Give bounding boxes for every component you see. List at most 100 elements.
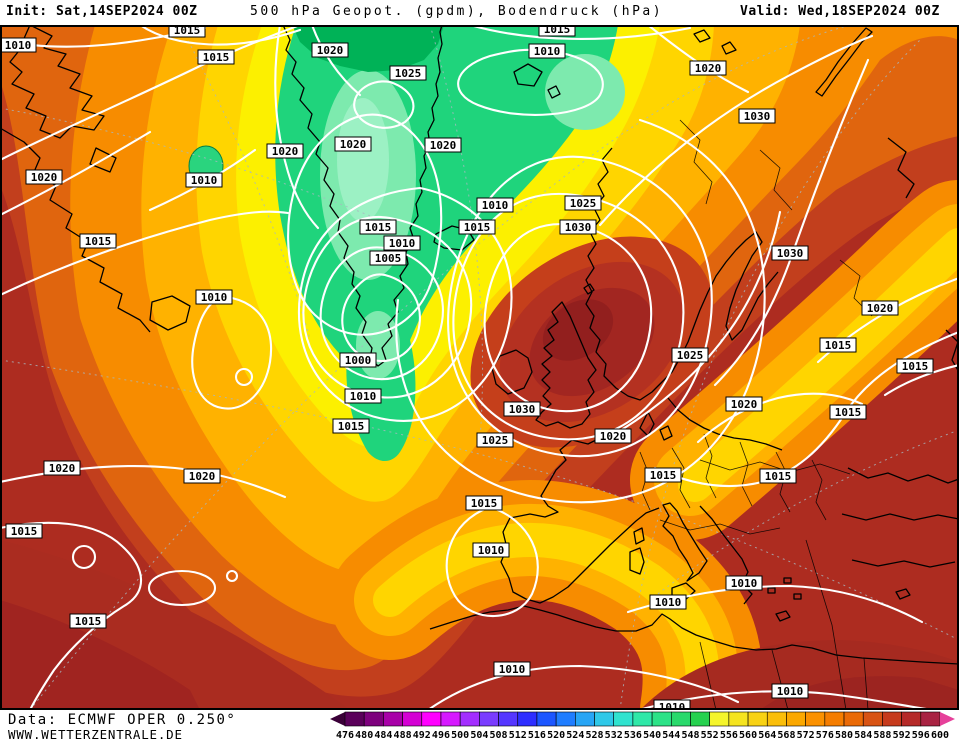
pressure-label: 1025 <box>476 432 514 448</box>
svg-text:1010: 1010 <box>350 390 377 403</box>
colorbar-tick-label: 556 <box>720 730 738 741</box>
canada-arctic-coast <box>9 24 105 139</box>
pressure-label: 1015 <box>819 337 857 353</box>
pressure-label: 1020 <box>689 60 727 76</box>
colorbar-tick-label: 488 <box>394 730 412 741</box>
svg-text:1015: 1015 <box>835 406 862 419</box>
colorbar-tick-label: 496 <box>432 730 450 741</box>
pressure-label: 1010 <box>0 37 37 53</box>
colorbar-segment <box>882 711 902 727</box>
pressure-label: 1025 <box>671 347 709 363</box>
svg-text:1030: 1030 <box>565 221 592 234</box>
colorbar-tick-label: 568 <box>777 730 795 741</box>
colorbar-segment <box>766 711 787 727</box>
header-bar: Init: Sat,14SEP2024 00Z 500 hPa Geopot. … <box>0 0 959 25</box>
north-africa-coast <box>429 605 959 665</box>
valid-time-label: Valid: Wed,18SEP2024 00Z <box>740 4 940 19</box>
colorbar-segment <box>728 711 749 727</box>
baltic-coast <box>667 397 783 451</box>
pressure-label: 1020 <box>594 428 632 444</box>
svg-text:1025: 1025 <box>677 349 704 362</box>
svalbard <box>513 63 561 99</box>
colorbar-tick-label: 600 <box>931 730 949 741</box>
svg-text:1020: 1020 <box>600 430 627 443</box>
scandinavia-coast <box>585 147 779 401</box>
svg-text:1030: 1030 <box>777 247 804 260</box>
pressure-label: 1010 <box>493 661 531 677</box>
great-britain <box>535 301 597 429</box>
pressure-label: 1030 <box>771 245 809 261</box>
colorbar-tick-label: 532 <box>605 730 623 741</box>
svg-text:1010: 1010 <box>499 663 526 676</box>
colorbar-tick-label: 560 <box>739 730 757 741</box>
svg-text:1025: 1025 <box>482 434 509 447</box>
corsica <box>633 527 645 545</box>
colorbar-segment <box>651 711 672 727</box>
colorbar-tick-label: 552 <box>701 730 719 741</box>
colorbar-segment <box>498 711 519 727</box>
pressure-label: 1010 <box>185 172 223 188</box>
pressure-label: 1025 <box>389 65 427 81</box>
aegean-islands <box>767 577 802 622</box>
pressure-label: 1015 <box>759 468 797 484</box>
pressure-label: 1020 <box>861 300 899 316</box>
svg-text:1020: 1020 <box>340 138 367 151</box>
website-label: WWW.WETTERZENTRALE.DE <box>8 727 183 742</box>
ireland <box>491 349 533 395</box>
pressure-label: 1010 <box>476 197 514 213</box>
colorbar: 476 480 484 488 492 496 500 504 508 512 516 520 524 5… <box>330 711 955 741</box>
colorbar-segment <box>517 711 538 727</box>
colorbar-tick-label: 548 <box>681 730 699 741</box>
svg-text:1010: 1010 <box>777 685 804 698</box>
svg-text:1010: 1010 <box>389 237 416 250</box>
pressure-label: 1015 <box>359 219 397 235</box>
svg-text:1015: 1015 <box>902 360 929 373</box>
svg-text:1020: 1020 <box>31 171 58 184</box>
pressure-label: 1020 <box>334 136 372 152</box>
svg-text:1025: 1025 <box>570 197 597 210</box>
colorbar-tick-label: 528 <box>585 730 603 741</box>
init-time-label: Init: Sat,14SEP2024 00Z <box>6 4 198 19</box>
svg-text:1015: 1015 <box>338 420 365 433</box>
svg-text:1020: 1020 <box>49 462 76 475</box>
colorbar-tick-label: 584 <box>854 730 872 741</box>
sardinia <box>629 547 645 575</box>
pressure-label: 1015 <box>332 418 370 434</box>
cyprus <box>895 588 911 600</box>
colorbar-segment <box>786 711 806 727</box>
colorbar-segment <box>440 711 461 727</box>
white-sea-coast <box>887 137 915 199</box>
pressure-label: 1020 <box>25 169 63 185</box>
pressure-label: 1005 <box>369 250 407 266</box>
svg-text:1005: 1005 <box>375 252 402 265</box>
uk-ridge-core <box>470 236 714 448</box>
pressure-label: 1010 <box>649 594 687 610</box>
colorbar-tick-label: 540 <box>643 730 661 741</box>
italy <box>662 502 708 582</box>
pressure-label: 1010 <box>771 683 809 699</box>
svg-text:1015: 1015 <box>11 525 38 538</box>
svg-text:1020: 1020 <box>867 302 894 315</box>
colorbar-segment <box>421 711 442 727</box>
svg-text:1015: 1015 <box>765 470 792 483</box>
svg-text:1015: 1015 <box>650 469 677 482</box>
colorbar-tick-label: 576 <box>816 730 834 741</box>
pressure-label: 1020 <box>311 42 349 58</box>
pressure-label: 1015 <box>458 219 496 235</box>
colorbar-tick-label: 536 <box>624 730 642 741</box>
pressure-label: 1015 <box>896 358 934 374</box>
svg-text:1015: 1015 <box>471 497 498 510</box>
colorbar-segment <box>805 711 826 727</box>
colorbar-segment <box>383 711 403 727</box>
pressure-label: 1010 <box>383 235 421 251</box>
svg-text:1015: 1015 <box>464 221 491 234</box>
colorbar-tick-label: 520 <box>547 730 565 741</box>
svg-text:1010: 1010 <box>731 577 758 590</box>
svg-text:1020: 1020 <box>430 139 457 152</box>
pressure-label: 1020 <box>424 137 462 153</box>
map-title: 500 hPa Geopot. (gpdm), Bodendruck (hPa) <box>250 4 664 19</box>
svg-text:1020: 1020 <box>317 44 344 57</box>
pressure-label: 1010 <box>725 575 763 591</box>
colorbar-segment <box>709 711 730 727</box>
pressure-label: 1015 <box>829 404 867 420</box>
